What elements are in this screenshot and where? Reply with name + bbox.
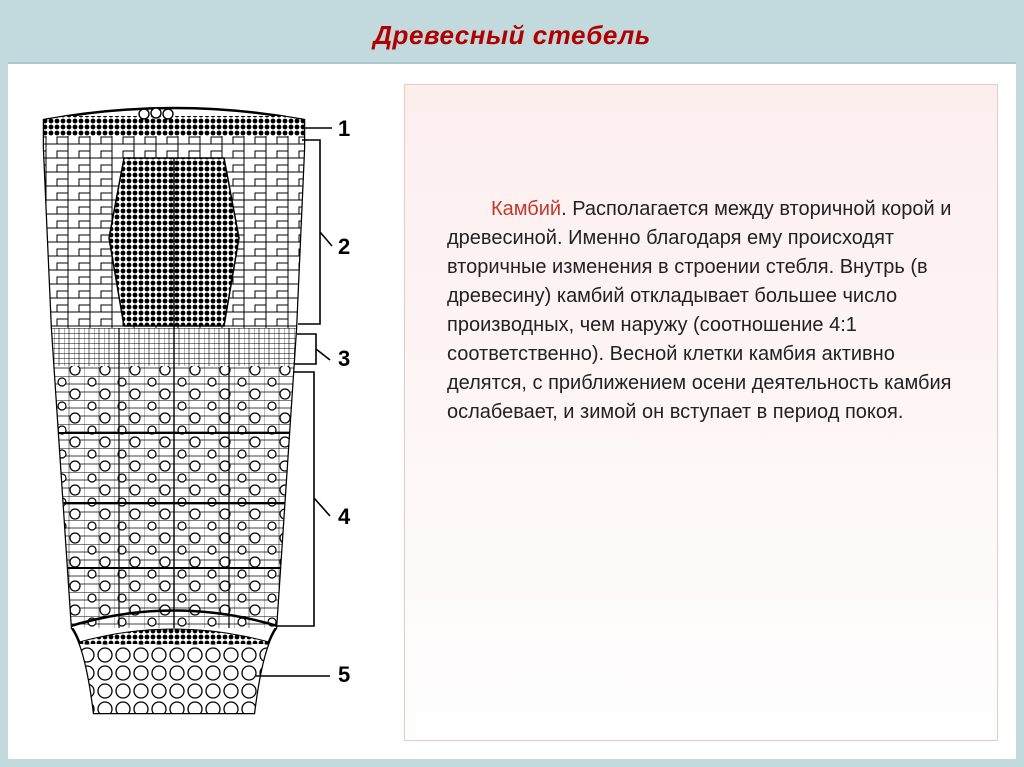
slide: Древесный стебель bbox=[8, 8, 1016, 759]
slide-title: Древесный стебель bbox=[373, 20, 650, 51]
body-paragraph: Камбий. Располагается между вторичной ко… bbox=[447, 195, 961, 427]
lead-word: Камбий bbox=[491, 198, 561, 220]
diagram-label-2: 2 bbox=[338, 234, 350, 260]
text-panel: Камбий. Располагается между вторичной ко… bbox=[404, 84, 998, 741]
body-text: . Располагается между вторичной корой и … bbox=[447, 198, 951, 423]
diagram-label-3: 3 bbox=[338, 346, 350, 372]
diagram-label-4: 4 bbox=[338, 504, 350, 530]
diagram-label-1: 1 bbox=[338, 116, 350, 142]
stem-diagram: 1 2 3 4 5 bbox=[24, 88, 374, 728]
content-area: 1 2 3 4 5 Камбий. Располагается между вт… bbox=[8, 64, 1016, 759]
stem-cross-section-svg bbox=[24, 88, 374, 728]
diagram-column: 1 2 3 4 5 bbox=[14, 84, 384, 741]
diagram-label-5: 5 bbox=[338, 662, 350, 688]
title-bar: Древесный стебель bbox=[8, 8, 1016, 64]
